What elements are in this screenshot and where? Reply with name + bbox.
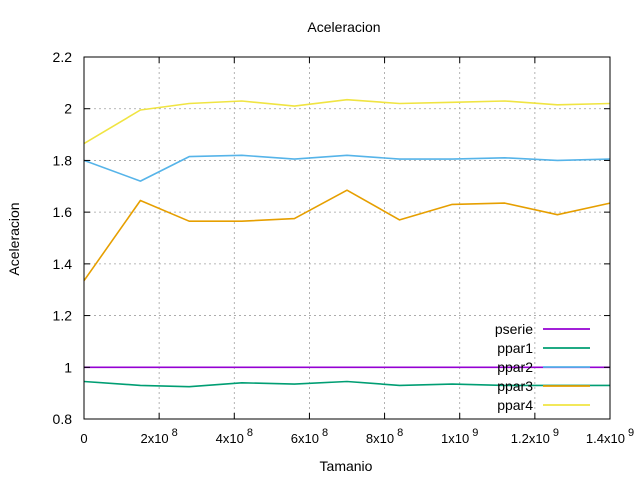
- x-tick-label: 8x10 8: [366, 427, 403, 446]
- x-tick-label: 2x10 8: [140, 427, 177, 446]
- y-tick-label: 1.8: [53, 152, 73, 168]
- x-tick-label: 1x10 9: [441, 427, 478, 446]
- legend-label-ppar2: ppar2: [497, 359, 533, 375]
- legend-label-ppar3: ppar3: [497, 378, 533, 394]
- axes: 0.8 1 1.2 1.4 1.6 1.8 2 2.2 0 2x10 8 4x10 8 6x10 8 8x10…: [53, 49, 635, 446]
- y-tick-label: 2: [64, 101, 72, 117]
- legend-label-ppar1: ppar1: [497, 340, 533, 356]
- series-lines: [83, 98, 611, 388]
- x-tick-label: 1.2x10 9: [511, 427, 559, 446]
- y-tick-label: 1: [64, 359, 72, 375]
- y-tick-label: 0.8: [53, 411, 73, 427]
- chart-title: Aceleracion: [307, 19, 380, 35]
- grid: [84, 57, 610, 419]
- series-line-ppar2: [83, 154, 611, 182]
- x-tick-label: 0: [80, 431, 87, 446]
- y-tick-label: 1.2: [53, 308, 73, 324]
- series-line-ppar1: [83, 380, 610, 388]
- y-tick-label: 2.2: [53, 49, 73, 65]
- series-line-ppar3: [83, 189, 611, 282]
- x-tick-label: 4x10 8: [216, 427, 253, 446]
- plot-frame: [83, 56, 611, 420]
- legend-label-ppar4: ppar4: [497, 397, 533, 413]
- x-tick-label: 6x10 8: [291, 427, 328, 446]
- legend-label-pserie: pserie: [495, 321, 533, 337]
- x-axis-label: Tamanio: [320, 458, 373, 474]
- y-tick-label: 1.4: [53, 256, 73, 272]
- y-axis-label: Aceleracion: [6, 202, 22, 275]
- y-tick-label: 1.6: [53, 204, 73, 220]
- series-line-ppar4: [83, 98, 611, 145]
- legend: pserie ppar1 ppar2 ppar3 ppar4: [495, 321, 590, 413]
- x-tick-label: 1.4x10 9: [586, 427, 634, 446]
